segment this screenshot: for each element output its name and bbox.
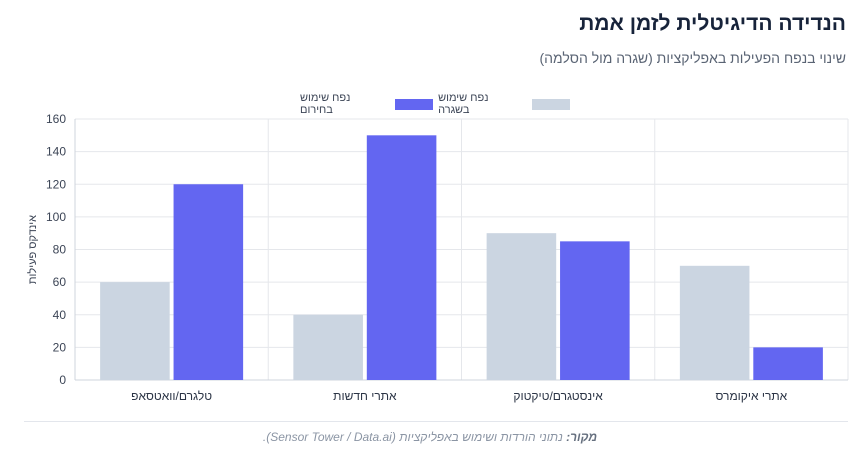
y-tick-label: 0 <box>59 373 66 387</box>
bar <box>679 265 750 380</box>
y-tick-label: 160 <box>46 112 66 126</box>
bar-chart: 0 20 40 60 80 100 120 140 160 טלגרם/וואטסאפ אתרי ח… <box>26 112 849 403</box>
chart-title: הנדידה הדיגיטלית לזמן אמת <box>579 12 846 35</box>
chart-legend: נפח שימוש בחירום נפח שימוש בשגרה <box>300 92 570 116</box>
chart-subtitle: שינוי בנפח הפעילות באפליקציות (שגרה מול … <box>539 50 846 66</box>
legend-swatch-gray <box>532 98 570 110</box>
bar <box>293 314 363 380</box>
x-tick-label: אתרי חדשות <box>333 389 397 403</box>
legend-label-emergency: נפח שימוש בחירום <box>300 92 351 116</box>
y-tick-label: 80 <box>53 243 67 257</box>
y-tick-label: 140 <box>46 145 66 159</box>
legend-item-routine[interactable]: נפח שימוש בשגרה <box>395 92 522 116</box>
y-tick-label: 60 <box>53 275 67 289</box>
y-tick-label: 120 <box>46 177 66 191</box>
bar <box>100 282 170 380</box>
legend-swatch-routine <box>395 98 434 110</box>
legend-label-routine: נפח שימוש בשגרה <box>438 92 489 116</box>
footer-divider <box>24 421 848 422</box>
bar <box>560 241 630 380</box>
y-axis-title: אינדקס פעילות <box>26 215 39 284</box>
y-tick-label: 20 <box>53 340 67 354</box>
source-label: מקור: <box>566 430 598 444</box>
x-tick-label: אתרי איקומרס <box>716 389 788 403</box>
y-tick-label: 100 <box>46 210 66 224</box>
bar <box>366 135 437 380</box>
x-tick-label: טלגרם/וואטסאפ <box>131 389 212 403</box>
legend-item-swatch[interactable] <box>532 98 570 110</box>
legend-item-emergency[interactable]: נפח שימוש בחירום <box>300 92 385 116</box>
y-tick-label: 40 <box>53 308 67 322</box>
bar <box>753 347 823 380</box>
bar <box>173 184 244 380</box>
x-tick-label: אינסטגרם/טיקטוק <box>513 389 603 403</box>
source-text: נתוני הורדות ושימוש באפליקציות (Sensor T… <box>262 430 563 444</box>
source-note: מקור: נתוני הורדות ושימוש באפליקציות (Se… <box>0 430 860 444</box>
bar <box>486 233 557 380</box>
